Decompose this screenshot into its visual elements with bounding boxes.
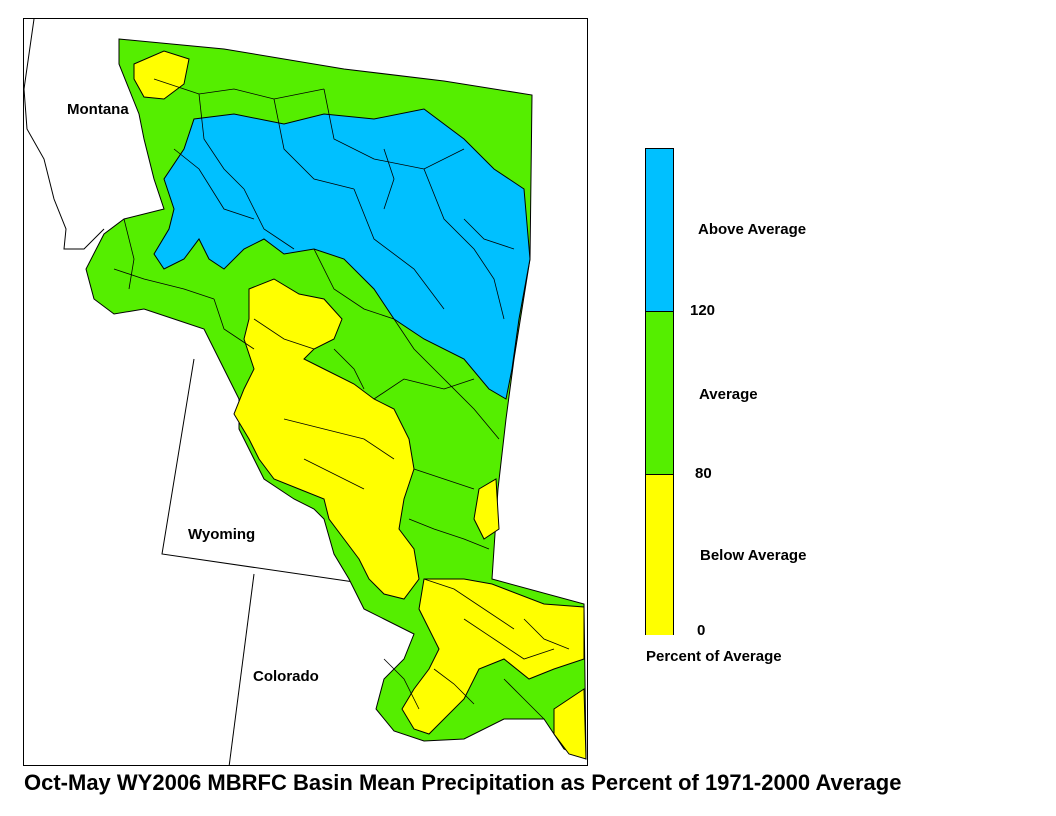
- legend-threshold-120: 120: [690, 302, 716, 319]
- legend-swatch-above: [646, 149, 673, 311]
- wyoming-boundary: [161, 358, 355, 583]
- basin-map: [24, 19, 587, 765]
- map-panel: Montana Wyoming Colorado: [23, 18, 588, 766]
- legend-swatch-below: [646, 474, 673, 635]
- legend-threshold-80: 80: [695, 465, 712, 482]
- legend-threshold-0: 0: [697, 622, 706, 639]
- legend-label-below: Below Average: [700, 547, 807, 564]
- page-title: Oct-May WY2006 MBRFC Basin Mean Precipit…: [24, 770, 902, 795]
- state-label-colorado: Colorado: [253, 668, 319, 685]
- basin-boundaries: [113, 78, 570, 720]
- region-below-east: [473, 478, 500, 540]
- legend-swatch-average: [646, 311, 673, 475]
- region-below-colorado: [401, 578, 585, 735]
- legend-color-bar: [645, 148, 674, 635]
- region-below-wyoming: [233, 278, 420, 600]
- state-label-montana: Montana: [67, 101, 129, 118]
- colorado-west-boundary: [228, 573, 255, 765]
- state-label-wyoming: Wyoming: [188, 526, 256, 543]
- legend-caption: Percent of Average: [646, 648, 782, 665]
- montana-west-boundary: [24, 19, 105, 250]
- region-below-montana: [133, 50, 190, 100]
- legend-label-average: Average: [699, 386, 758, 403]
- state-boundaries: [24, 19, 355, 765]
- region-above: [153, 108, 531, 400]
- legend-label-above: Above Average: [698, 221, 807, 238]
- region-below-southeast: [553, 688, 587, 760]
